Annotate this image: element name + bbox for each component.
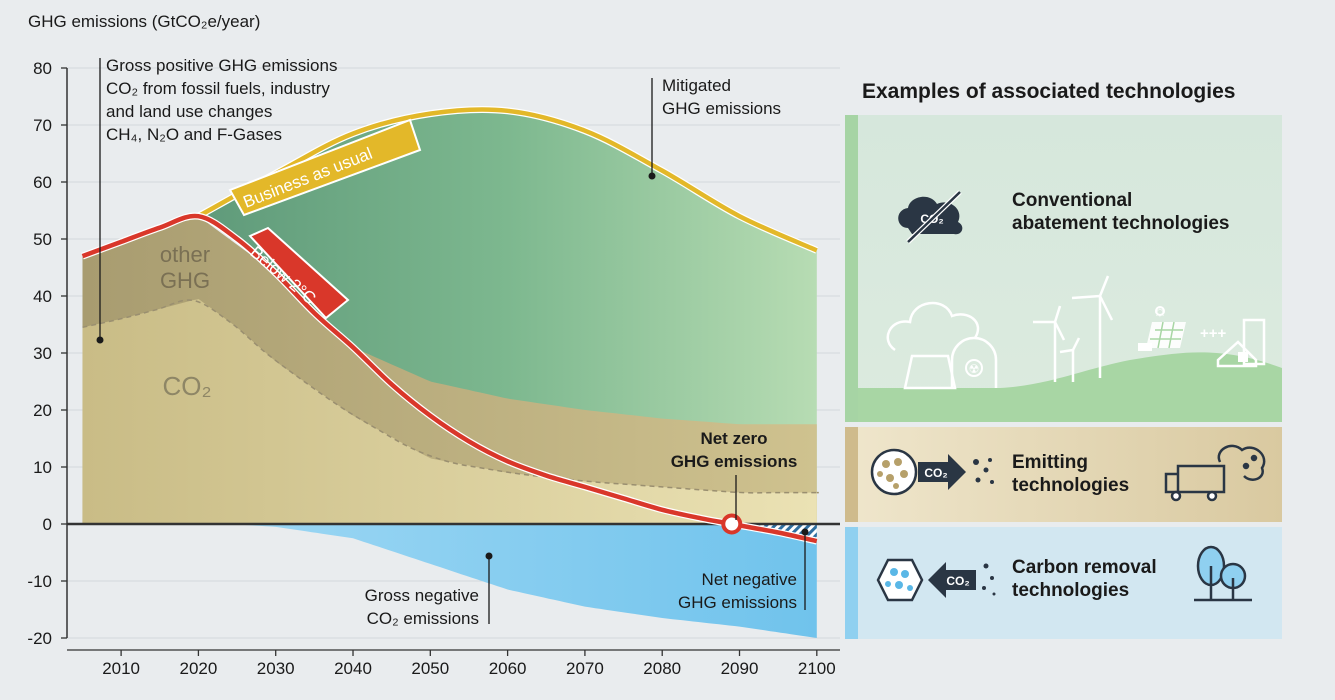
co2-divider-line	[82, 299, 821, 494]
truck-icon	[1164, 444, 1266, 502]
wind-turbine-icon	[1033, 275, 1114, 382]
net-zero-text-1: Net zero	[700, 429, 767, 448]
net-negative-dot	[801, 528, 809, 536]
house-icon: +++	[1200, 318, 1266, 368]
nuclear-plant-icon: ☢	[950, 336, 998, 388]
x-tick-label: 2080	[643, 659, 681, 678]
gross-positive-text-3: and land use changes	[106, 102, 272, 121]
emitting-molecule-icon: CO₂	[870, 448, 994, 496]
conventional-strip	[845, 115, 858, 422]
emitting-panel	[845, 427, 1282, 522]
gross-positive-text-1: Gross positive GHG emissions	[106, 56, 337, 75]
other-ghg-label-1: other	[160, 242, 210, 267]
steam-cloud-icon	[886, 301, 980, 352]
net-negative-text-2: GHG emissions	[678, 593, 797, 612]
gross-negative-area	[198, 524, 817, 638]
x-tick-label: 2010	[102, 659, 140, 678]
x-tick-label: 2100	[798, 659, 836, 678]
x-tick-label: 2020	[179, 659, 217, 678]
co2-cloud-crossed-icon: CO₂	[898, 190, 963, 244]
svg-text:☼: ☼	[1153, 303, 1168, 320]
below2-line	[81, 213, 818, 544]
gross-positive-text-4: CH₄, N₂O and F-Gases	[106, 125, 282, 144]
y-tick-label: 0	[43, 515, 52, 534]
y-tick-label: -20	[27, 629, 52, 648]
x-tick-label: 2060	[489, 659, 527, 678]
conventional-label-2: abatement technologies	[1012, 213, 1230, 234]
y-tick-label: 40	[33, 287, 52, 306]
emitting-strip	[845, 427, 858, 522]
x-tick-label: 2030	[257, 659, 295, 678]
removal-label-2: technologies	[1012, 580, 1129, 601]
removal-strip	[845, 527, 858, 639]
y-tick-label: 50	[33, 230, 52, 249]
gross-positive-text-2: CO₂ from fossil fuels, industry	[106, 79, 330, 98]
solar-panel-icon: ☼	[1138, 303, 1186, 351]
landscape-hill	[858, 352, 1282, 422]
y-tick-label: 30	[33, 344, 52, 363]
gross-negative-dot	[485, 552, 493, 560]
y-tick-label: 70	[33, 116, 52, 135]
emitting-label-1: Emitting	[1012, 452, 1088, 473]
gross-negative-text-1: Gross negative	[365, 586, 479, 605]
co2-area-label: CO₂	[162, 371, 211, 401]
emitting-label-2: technologies	[1012, 475, 1129, 496]
technology-panels: ☢ ☼	[845, 115, 1282, 639]
co2-area	[82, 299, 817, 524]
conventional-label-1: Conventional	[1012, 190, 1132, 211]
svg-text:☢: ☢	[969, 362, 980, 376]
mitigated-dot	[648, 172, 656, 180]
emitting-co2-badge: CO₂	[924, 466, 947, 480]
x-tick-label: 2070	[566, 659, 604, 678]
y-tick-label: 60	[33, 173, 52, 192]
y-axis-label: GHG emissions (GtCO₂e/year)	[28, 12, 260, 31]
net-zero-text-2: GHG emissions	[671, 452, 798, 471]
plus-signs: +++	[1200, 325, 1227, 342]
x-tick-label: 2040	[334, 659, 372, 678]
mitigated-text-1: Mitigated	[662, 76, 731, 95]
other-ghg-label-2: GHG	[160, 268, 210, 293]
y-tick-label: 10	[33, 458, 52, 477]
cooling-tower-icon	[903, 354, 957, 390]
bau-line	[197, 107, 818, 253]
gross-positive-dot	[96, 336, 104, 344]
removal-molecule-icon: CO₂	[876, 558, 996, 602]
y-tick-label: -10	[27, 572, 52, 591]
net-negative-hatch	[731, 524, 817, 542]
mitigated-text-2: GHG emissions	[662, 99, 781, 118]
net-zero-marker	[721, 513, 743, 535]
net-negative-text-1: Net negative	[702, 570, 797, 589]
removal-label-1: Carbon removal	[1012, 557, 1157, 578]
y-tick-label: 20	[33, 401, 52, 420]
x-tick-label: 2050	[411, 659, 449, 678]
gross-negative-text-2: CO₂ emissions	[367, 609, 479, 628]
technologies-title: Examples of associated technologies	[862, 80, 1236, 103]
y-tick-label: 80	[33, 59, 52, 78]
x-tick-label: 2090	[721, 659, 759, 678]
trees-icon	[1194, 545, 1252, 602]
removal-co2-badge: CO₂	[946, 574, 969, 588]
